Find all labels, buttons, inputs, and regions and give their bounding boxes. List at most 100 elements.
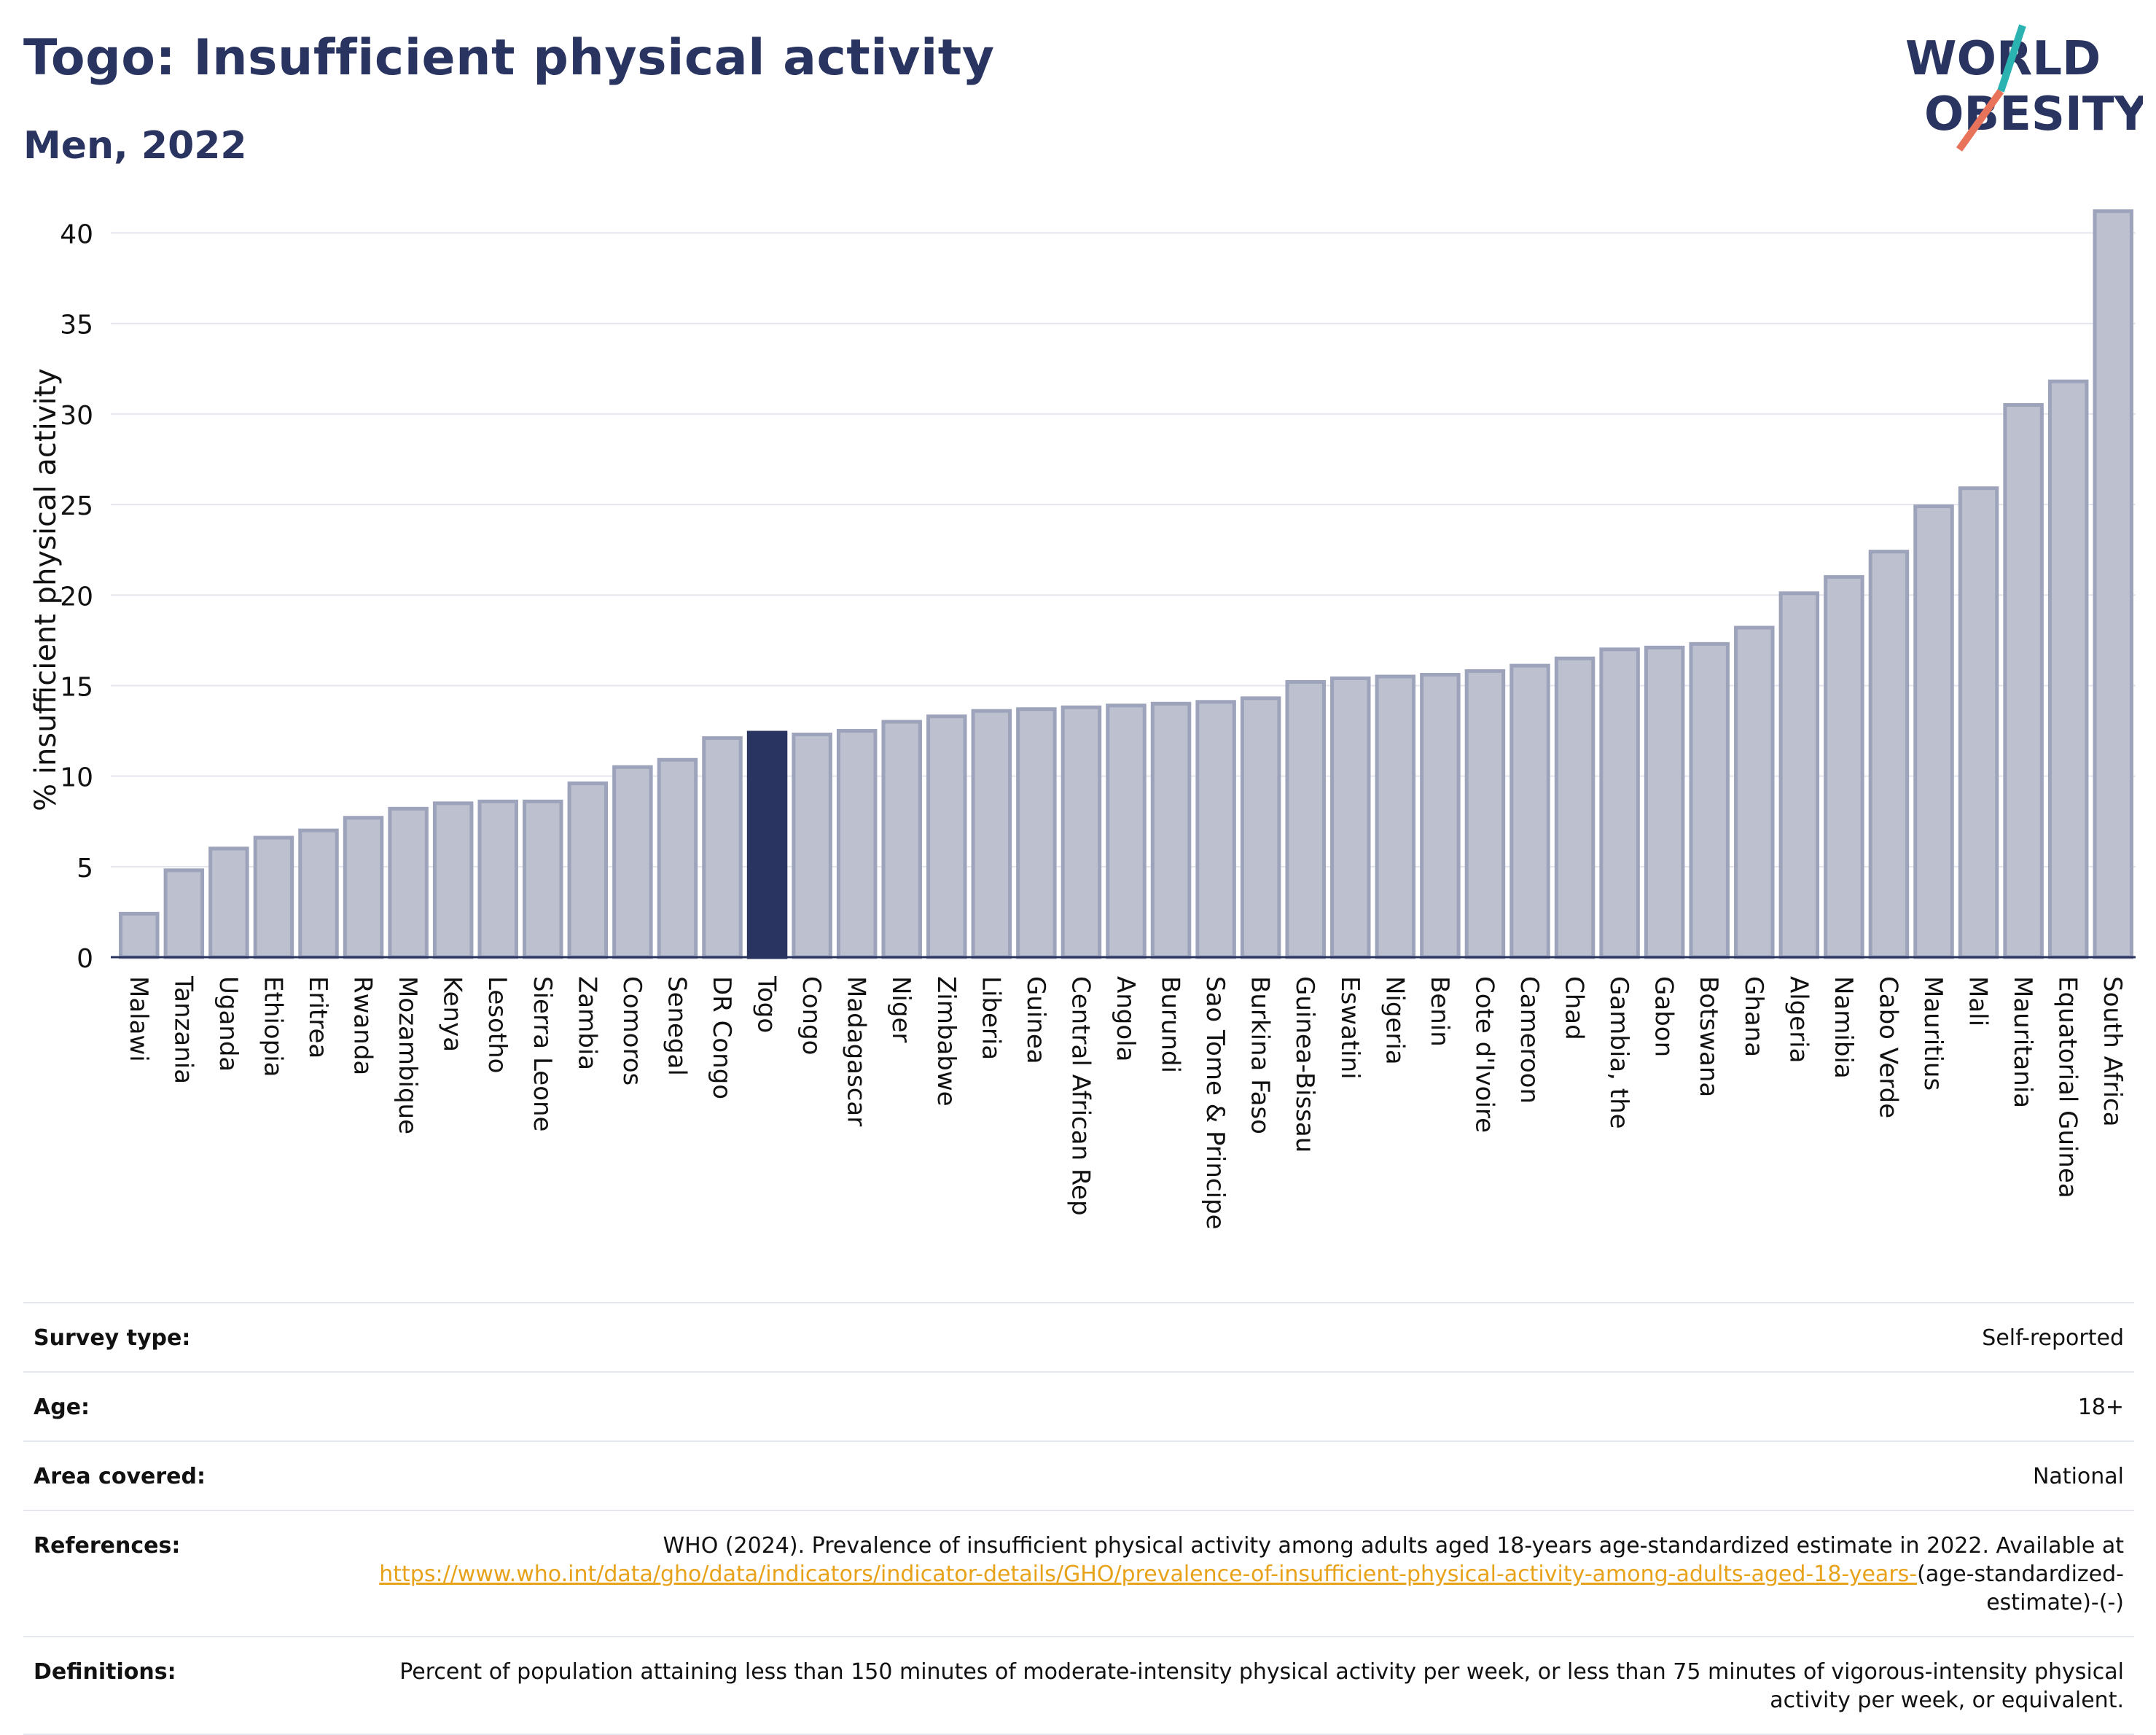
info-row-survey-type: Survey type: Self-reported	[23, 1302, 2134, 1371]
logo-line2: OBESITY	[1924, 87, 2143, 141]
x-tick-label: Cote d'Ivoire	[1469, 976, 1499, 1133]
bar-togo	[746, 730, 788, 959]
x-tick-label: Chad	[1560, 976, 1589, 1040]
x-tick-label: Mauritania	[2008, 976, 2037, 1108]
bar-dr-congo	[702, 736, 743, 959]
x-tick-label: Eritrea	[303, 976, 332, 1058]
bar-eswatini	[1330, 677, 1371, 959]
bar-chart: 0 5 10 15 20 25 30 35 40 Malawi Tanzania Uganda Eth…	[29, 209, 2136, 1230]
bar-sierra-leone	[523, 799, 563, 959]
bar-namibia	[1824, 574, 1864, 959]
reference-link[interactable]: https://www.who.int/data/gho/data/indica…	[379, 1562, 1918, 1587]
x-tick-label: Rwanda	[348, 976, 378, 1075]
x-tick-label: Ghana	[1739, 976, 1768, 1057]
x-tick-label: Uganda	[214, 976, 243, 1072]
x-tick-label: Guinea-Bissau	[1290, 976, 1319, 1153]
x-tick-label: Lesotho	[483, 976, 512, 1073]
y-axis-label: % insufficient physical activity	[29, 368, 63, 811]
bar-guinea	[1016, 707, 1057, 959]
info-row-references: References: WHO (2024). Prevalence of in…	[23, 1510, 2134, 1636]
x-tick-label: Central African Rep	[1066, 976, 1095, 1216]
y-tick-label: 20	[60, 582, 93, 612]
bar-benin	[1420, 673, 1461, 959]
bar-kenya	[432, 801, 474, 959]
y-tick-label: 35	[60, 311, 93, 340]
x-tick-label: DR Congo	[707, 976, 736, 1099]
x-tick-label: Namibia	[1829, 976, 1858, 1079]
page-subtitle: Men, 2022	[23, 124, 247, 168]
bar-burundi	[1150, 701, 1192, 959]
x-tick-label: Botswana	[1694, 976, 1723, 1097]
x-tick-label: Malawi	[124, 976, 153, 1062]
x-tick-label: Ethiopia	[258, 976, 287, 1077]
y-tick-label: 25	[60, 491, 93, 521]
x-tick-label: Tanzania	[168, 975, 198, 1084]
x-tick-label: Senegal	[662, 976, 691, 1076]
bar-guinea-bissau	[1285, 679, 1326, 959]
x-tick-label: Kenya	[438, 976, 467, 1052]
bar-algeria	[1778, 591, 1820, 959]
y-tick-label: 15	[60, 672, 93, 702]
x-tick-label: Cabo Verde	[1873, 976, 1902, 1118]
info-label: Definitions:	[34, 1659, 176, 1685]
bar-equatorial-guinea	[2047, 379, 2089, 959]
bar-zimbabwe	[926, 714, 967, 959]
x-tick-label: Sao Tome & Principe	[1200, 976, 1230, 1230]
info-value: Self-reported	[1982, 1325, 2124, 1351]
x-tick-label: Equatorial Guinea	[2053, 976, 2082, 1198]
reference-tail: (age-standardized-estimate)-(-)	[1917, 1562, 2124, 1615]
bar-mali	[1958, 486, 1999, 959]
x-tick-label: Mozambique	[393, 976, 422, 1134]
world-obesity-logo: WORLD OBESITY	[1905, 24, 2143, 152]
bar-zambia	[567, 781, 609, 959]
bar-angola	[1106, 703, 1147, 959]
info-value: 18+	[2077, 1395, 2124, 1420]
info-value: WHO (2024). Prevalence of insufficient p…	[331, 1532, 2124, 1617]
bar-mauritius	[1913, 504, 1954, 959]
x-tick-label: Zambia	[572, 976, 601, 1070]
bar-tanzania	[163, 868, 205, 959]
bar-cameroon	[1509, 663, 1550, 959]
bar-mozambique	[388, 806, 429, 959]
info-row-age: Age: 18+	[23, 1371, 2134, 1440]
x-tick-label: Gambia, the	[1604, 976, 1633, 1129]
bar-mauritania	[2003, 402, 2044, 959]
bar-malawi	[119, 911, 160, 959]
y-tick-label: 10	[60, 763, 93, 793]
x-tick-label: Guinea	[1021, 976, 1050, 1064]
bar-gambia-the	[1599, 647, 1640, 959]
bar-sao-tome-principe	[1195, 700, 1236, 959]
x-tick-label: Niger	[886, 976, 915, 1042]
page-title: Togo: Insufficient physical activity	[23, 29, 995, 87]
x-tick-label: Eswatini	[1335, 976, 1364, 1080]
y-axis-ticks: 0 5 10 15 20 25 30 35 40	[60, 220, 93, 974]
bar-central-african-rep	[1061, 705, 1102, 959]
bar-burkina-faso	[1240, 696, 1281, 959]
logo-slash-bottom	[1956, 89, 2004, 152]
bar-nigeria	[1375, 674, 1416, 959]
x-tick-label: Burkina Faso	[1246, 976, 1275, 1134]
bar-south-africa	[2093, 209, 2133, 959]
bar-ethiopia	[253, 835, 294, 959]
x-tick-label: Benin	[1425, 976, 1454, 1047]
bar-comoros	[612, 765, 653, 959]
x-tick-label: Madagascar	[842, 976, 871, 1126]
bar-niger	[881, 720, 922, 959]
x-tick-label: Mali	[1964, 976, 1993, 1026]
bar-botswana	[1689, 642, 1730, 959]
x-axis-labels: Malawi Tanzania Uganda Ethiopia Eritrea Rwand…	[124, 975, 2127, 1230]
bar-ghana	[1734, 625, 1775, 959]
x-tick-label: Burundi	[1156, 976, 1185, 1073]
bar-madagascar	[836, 729, 878, 959]
info-label: References:	[34, 1533, 181, 1559]
x-tick-label: Algeria	[1784, 976, 1813, 1063]
reference-text: WHO (2024). Prevalence of insufficient p…	[663, 1533, 2124, 1559]
y-tick-label: 30	[60, 401, 93, 431]
bar-chad	[1554, 656, 1595, 959]
bar-cabo-verde	[1868, 550, 1910, 959]
x-tick-label: Gabon	[1649, 976, 1679, 1057]
x-tick-label: Cameroon	[1515, 976, 1544, 1104]
x-tick-label: Sierra Leone	[528, 976, 557, 1131]
bar-cote-d-ivoire	[1464, 669, 1506, 959]
x-tick-label: South Africa	[2098, 976, 2127, 1127]
